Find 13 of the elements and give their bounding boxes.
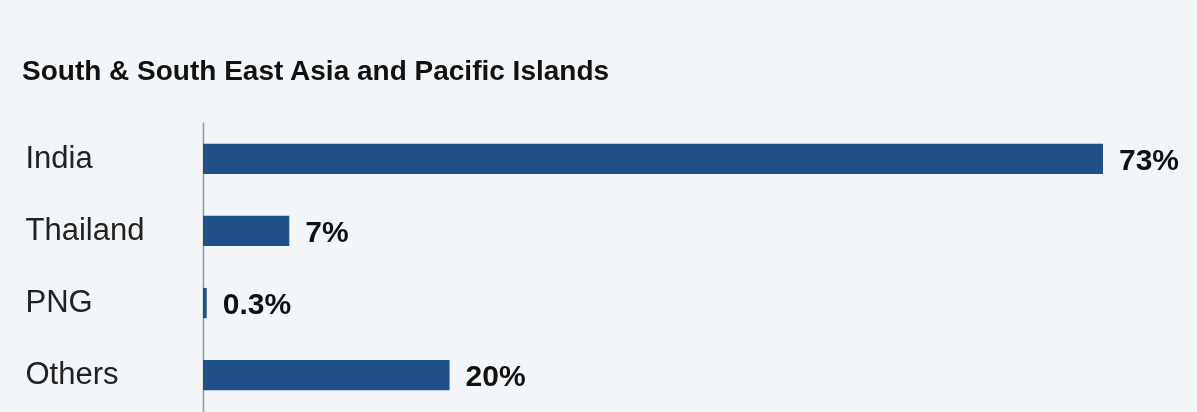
bar (203, 143, 1103, 174)
y-tick-label: PNG (25, 284, 93, 320)
data-label: 73% (1119, 142, 1180, 176)
y-tick-label: Thailand (25, 211, 145, 247)
data-label: 7% (305, 214, 349, 248)
y-tick-label: Others (25, 356, 119, 392)
bar (203, 360, 450, 391)
y-tick-label: India (25, 139, 94, 175)
data-label: 20% (465, 359, 526, 393)
data-label: 0.3% (222, 287, 292, 321)
chart-title: South & South East Asia and Pacific Islands (22, 55, 610, 86)
bar (203, 215, 290, 247)
bar (203, 287, 207, 319)
